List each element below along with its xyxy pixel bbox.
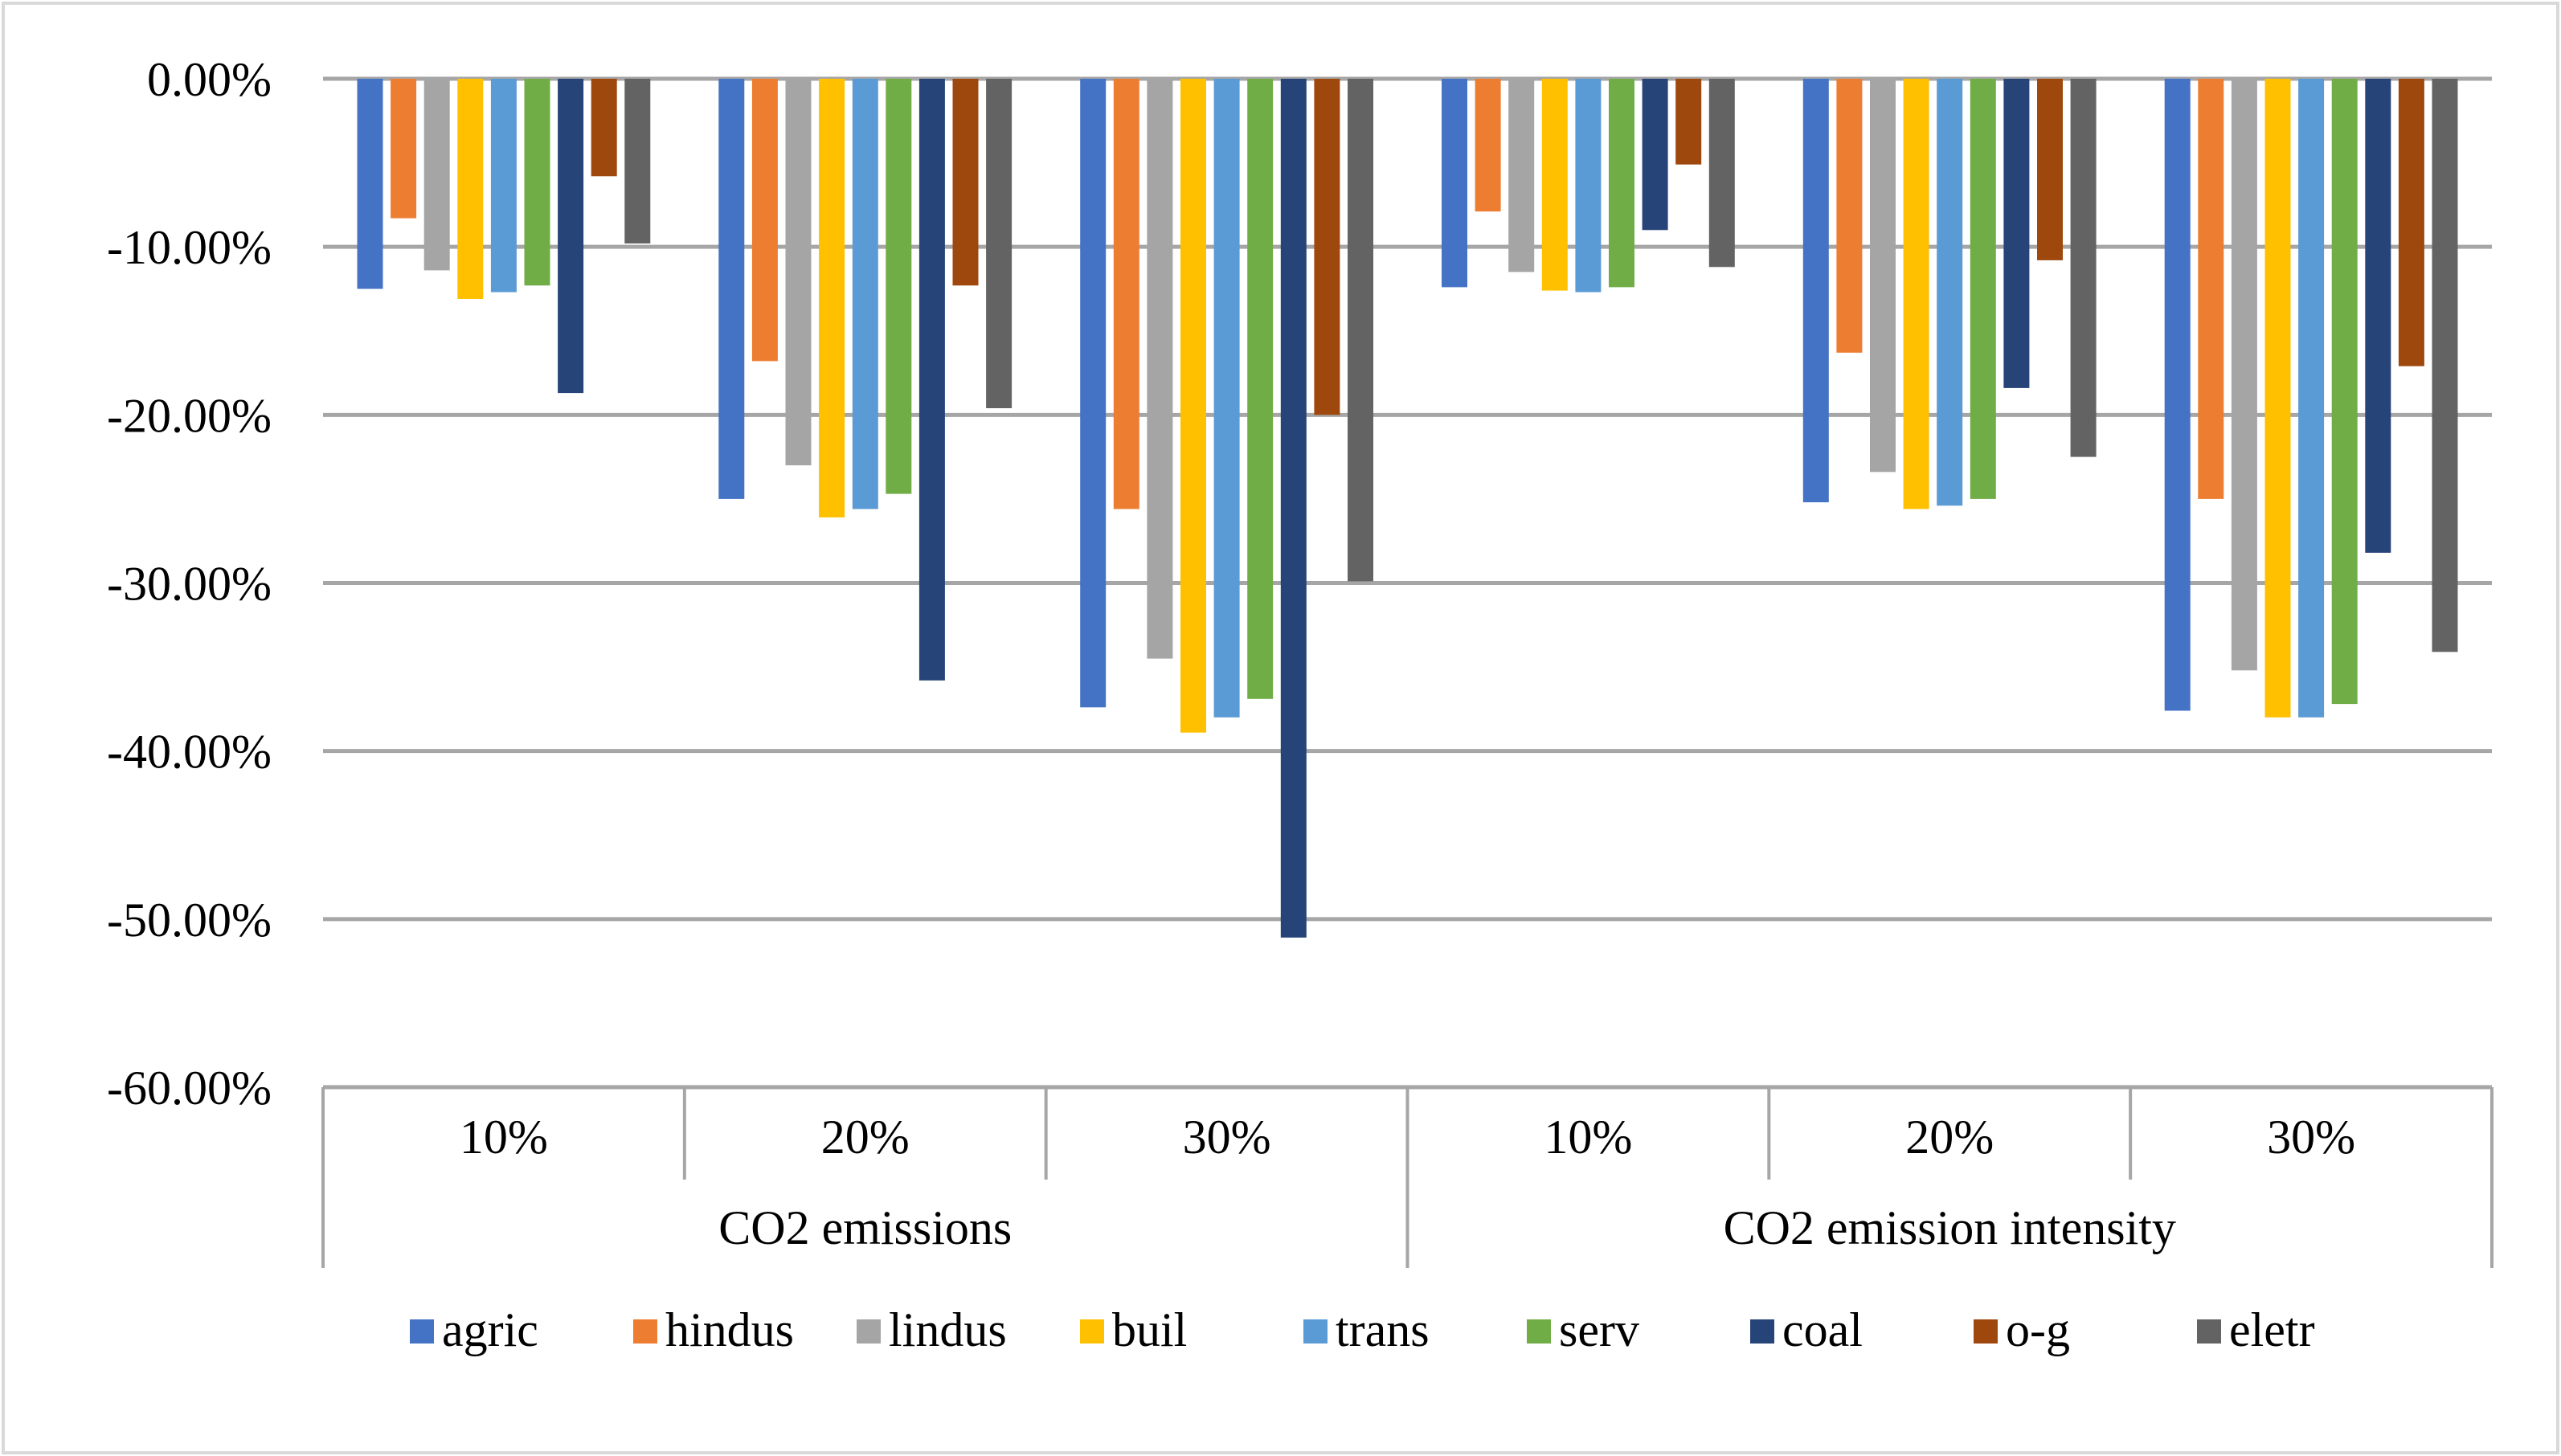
bar-buil [1541, 79, 1568, 291]
legend-label-coal: coal [1782, 1303, 1863, 1356]
x-category-label: 20% [1905, 1110, 1994, 1164]
legend-label-eletr: eletr [2229, 1303, 2315, 1356]
bar-eletr [986, 79, 1013, 408]
bar-serv [1970, 79, 1996, 499]
bar-agric [2164, 79, 2191, 711]
y-tick-label: -30.00% [107, 558, 272, 611]
bar-lindus [423, 79, 450, 271]
bar-o-g [1314, 79, 1340, 415]
bar-agric [1442, 79, 1467, 288]
y-tick-label: 0.00% [147, 53, 272, 106]
bar-serv [886, 79, 912, 494]
legend-label-agric: agric [442, 1303, 538, 1356]
bar-coal [918, 79, 945, 681]
bar-agric [1080, 79, 1107, 708]
legend-swatch-eletr [2197, 1319, 2221, 1344]
x-group-label: CO2 emission intensity [1724, 1201, 2176, 1254]
bar-hindus [391, 79, 417, 219]
bar-lindus [1147, 79, 1173, 659]
x-category-label: 30% [1183, 1110, 1271, 1164]
bar-trans [1575, 79, 1602, 292]
bar-buil [819, 79, 845, 517]
bar-lindus [2231, 79, 2257, 671]
bar-lindus [1870, 79, 1896, 472]
legend-swatch-lindus [857, 1319, 881, 1344]
bar-buil [1903, 79, 1929, 509]
bar-trans [2298, 79, 2325, 718]
bar-hindus [1475, 79, 1501, 212]
legend-label-o-g: o-g [2006, 1303, 2070, 1356]
bar-eletr [624, 79, 651, 243]
y-tick-label: -20.00% [107, 389, 272, 442]
bar-serv [524, 79, 550, 286]
bar-trans [490, 79, 517, 292]
bar-serv [2331, 79, 2358, 705]
bar-buil [1180, 79, 1206, 733]
y-tick-label: -50.00% [107, 894, 272, 947]
legend-label-buil: buil [1112, 1303, 1187, 1356]
bar-agric [1802, 79, 1829, 503]
bar-trans [852, 79, 878, 509]
legend-swatch-coal [1750, 1319, 1774, 1344]
x-category-label: 30% [2267, 1110, 2355, 1164]
legend-label-hindus: hindus [665, 1303, 794, 1356]
bar-trans [1213, 79, 1240, 718]
x-category-label: 10% [460, 1110, 548, 1164]
bar-buil [457, 79, 484, 299]
legend-label-lindus: lindus [889, 1303, 1007, 1356]
bar-eletr [2070, 79, 2097, 457]
legend-swatch-hindus [633, 1319, 657, 1344]
legend-swatch-o-g [1974, 1319, 1998, 1344]
bar-lindus [1508, 79, 1535, 272]
y-tick-label: -10.00% [107, 221, 272, 274]
bar-o-g [591, 79, 617, 177]
bar-hindus [1113, 79, 1139, 509]
y-axis: 0.00% -10.00% -20.00% -30.00% -40.00% -50.00%… [107, 53, 272, 1114]
bar-o-g [2398, 79, 2424, 366]
bar-lindus [785, 79, 812, 466]
bar-eletr [2432, 79, 2458, 652]
bar-coal [2003, 79, 2030, 388]
bar-buil [2264, 79, 2291, 718]
bar-agric [357, 79, 383, 289]
bar-o-g [2037, 79, 2063, 260]
bar-hindus [2198, 79, 2224, 499]
x-category-label: 10% [1544, 1110, 1632, 1164]
bar-serv [1609, 79, 1634, 288]
bar-coal [1642, 79, 1668, 231]
legend-swatch-agric [410, 1319, 434, 1344]
bar-o-g [952, 79, 979, 286]
bars [357, 79, 2458, 938]
bar-serv [1247, 79, 1274, 699]
bar-trans [1937, 79, 1963, 506]
legend-label-trans: trans [1336, 1303, 1430, 1356]
bar-agric [718, 79, 745, 499]
bar-eletr [1348, 79, 1373, 582]
bar-o-g [1675, 79, 1702, 165]
y-tick-label: -60.00% [107, 1061, 272, 1114]
x-axis: 10% 20% 30% 10% 20% 30% CO2 emissions CO2 emiss… [321, 1087, 2493, 1268]
legend-swatch-trans [1303, 1319, 1328, 1344]
bar-coal [2365, 79, 2391, 553]
bar-hindus [751, 79, 778, 362]
bar-coal [1280, 79, 1307, 938]
legend-swatch-buil [1080, 1319, 1104, 1344]
bar-coal [558, 79, 584, 394]
bar-hindus [1836, 79, 1863, 353]
x-group-label: CO2 emissions [718, 1201, 1012, 1254]
legend: agric hindus lindus buil trans serv coal o-g ele… [410, 1303, 2315, 1356]
legend-swatch-serv [1527, 1319, 1551, 1344]
x-category-label: 20% [821, 1110, 910, 1164]
legend-label-serv: serv [1559, 1303, 1639, 1356]
y-tick-label: -40.00% [107, 726, 272, 779]
bar-eletr [1708, 79, 1735, 268]
